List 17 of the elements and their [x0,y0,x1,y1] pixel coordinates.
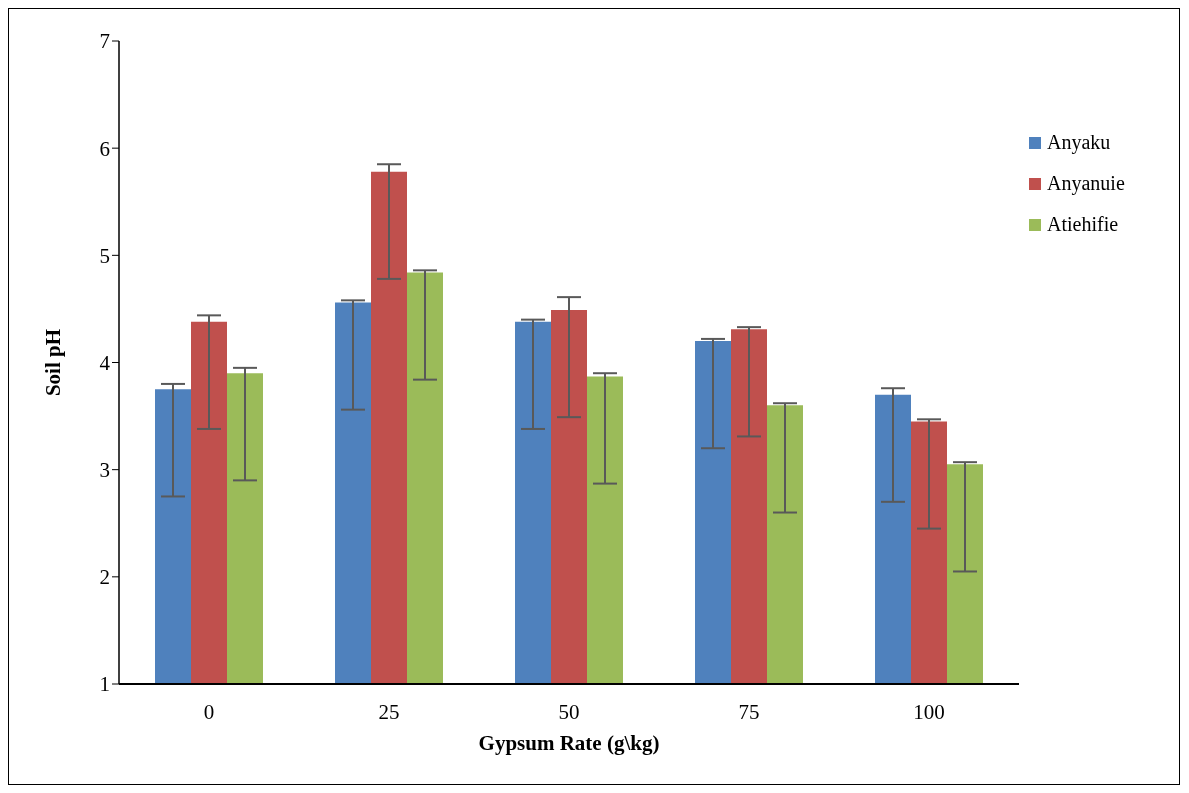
y-tick-label: 1 [99,672,110,697]
x-axis-title: Gypsum Rate (g\kg) [478,731,660,755]
x-tick-label: 25 [378,699,400,724]
y-tick-label: 7 [99,29,110,54]
x-tick-label: 50 [558,699,580,724]
y-axis-title: Soil pH [41,328,66,397]
y-tick-label: 3 [99,458,110,483]
y-tick-label: 2 [99,565,110,590]
y-tick-label: 5 [99,243,110,268]
x-tick-label: 75 [738,699,760,724]
y-tick-label: 6 [99,136,110,161]
legend-label: Atiehifie [1047,213,1119,236]
legend-label: Anyaku [1047,131,1111,154]
y-tick-label: 4 [99,350,111,375]
legend-label: Anyanuie [1047,172,1125,195]
x-tick-label: 100 [913,699,945,724]
x-tick-label: 0 [203,699,215,724]
